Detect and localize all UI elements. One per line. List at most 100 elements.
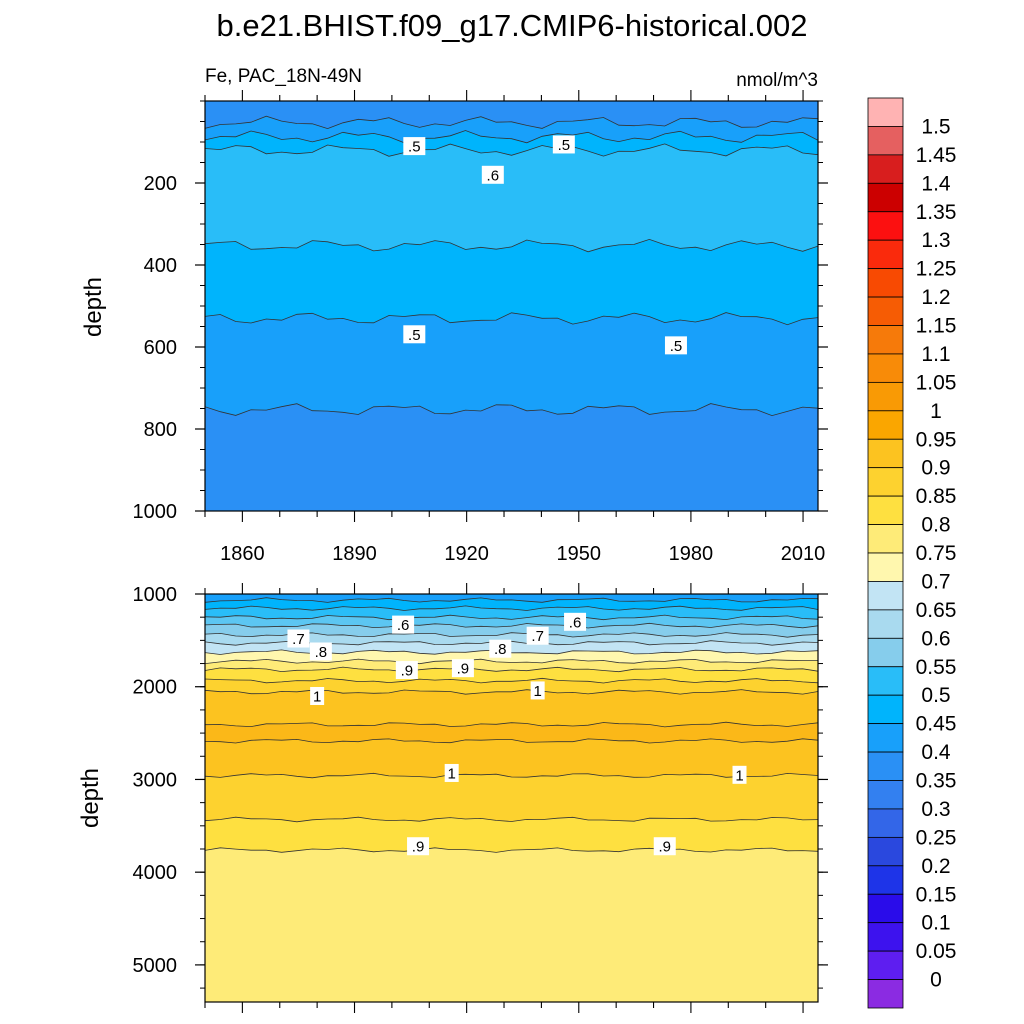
colorbar-box <box>867 268 904 298</box>
colorbar-box <box>867 609 904 639</box>
colorbar-box <box>867 780 904 810</box>
contour-line <box>205 721 818 728</box>
contour-label: .8 <box>489 639 512 658</box>
svg-text:.5: .5 <box>408 139 421 156</box>
svg-text:.9: .9 <box>658 839 671 856</box>
colorbar-box <box>867 581 904 611</box>
svg-text:.7: .7 <box>292 631 305 648</box>
contour-field: .5 .5 .6 .5 .5 <box>205 101 818 511</box>
colorbar-box <box>867 97 904 127</box>
y-tick-label: 1000 <box>133 584 178 606</box>
colorbar-label: 0.9 <box>921 457 950 480</box>
colorbar-label: 1.25 <box>916 258 957 281</box>
contour-line <box>205 143 818 157</box>
y-tick-label: 200 <box>144 173 177 195</box>
contour-line <box>205 614 818 621</box>
contour-label: 1 <box>530 681 545 700</box>
colorbar-label: 0.85 <box>916 485 957 508</box>
contour-label: .7 <box>526 626 549 645</box>
lower-plot-area: .6 .6 .7 .7 .8 .8 .9 .9 1 1 1 1 .9 .9 1000 2000 3000 4000… <box>133 583 828 1013</box>
contour-line <box>205 605 818 611</box>
colorbar-box <box>867 211 904 241</box>
y-tick-label: 1000 <box>133 501 178 523</box>
colorbar-label: 1.15 <box>916 315 957 338</box>
svg-text:.9: .9 <box>412 839 425 856</box>
chart-title: b.e21.BHIST.f09_g17.CMIP6-historical.002 <box>216 8 807 43</box>
contour-label: 1 <box>732 765 747 784</box>
colorbar-box <box>867 296 904 326</box>
contour-label: .5 <box>403 137 426 156</box>
colorbar-box <box>867 751 904 781</box>
y-tick-label: 2000 <box>133 677 178 699</box>
contour-label: .6 <box>481 165 504 184</box>
y-tick-label: 4000 <box>133 862 178 884</box>
colorbar-label: 0.25 <box>916 826 957 849</box>
colorbar-label: 1.35 <box>916 201 957 224</box>
contour-label: .5 <box>552 135 575 154</box>
colorbar-label: 0.5 <box>921 684 950 707</box>
contour-line <box>205 847 818 853</box>
colorbar-box <box>867 808 904 838</box>
colorbar-box <box>867 893 904 924</box>
contour-label: .8 <box>309 642 332 661</box>
colorbar-box <box>867 552 904 582</box>
contour-line <box>205 772 818 779</box>
contour-line <box>205 689 818 695</box>
colorbar-label: 0.65 <box>916 599 957 622</box>
upper-panel: Fe, PAC_18N-49N nmol/m^3 .5 .5 .6 .5 .5 200 40… <box>80 66 828 565</box>
contour-line <box>205 312 818 326</box>
colorbar-label: 0.05 <box>916 940 957 963</box>
colorbar-label: 0.6 <box>921 627 950 650</box>
colorbar-box <box>867 637 904 668</box>
contour-label: .9 <box>395 661 418 680</box>
variable-label: Fe, PAC_18N-49N <box>205 66 362 87</box>
colorbar-box <box>867 467 904 497</box>
x-tick-label: 1980 <box>669 543 714 565</box>
contour-line <box>205 649 818 655</box>
contour-label: 1 <box>310 687 325 706</box>
svg-text:.9: .9 <box>401 663 414 680</box>
colorbar-label: 1.05 <box>916 371 957 394</box>
svg-text:.5: .5 <box>670 338 683 355</box>
colorbar-label: 1.2 <box>921 286 950 309</box>
y-tick-label: 3000 <box>133 769 178 791</box>
colorbar-box <box>867 381 904 412</box>
contour-label: .9 <box>451 659 474 678</box>
y-tick-label: 800 <box>144 419 177 441</box>
contour-label: .5 <box>664 336 687 355</box>
contour-label: .6 <box>564 612 587 631</box>
svg-text:1: 1 <box>313 689 321 706</box>
contour-label: .7 <box>287 629 310 648</box>
contour-line <box>205 622 818 629</box>
colorbar-label: 1.3 <box>921 229 950 252</box>
colorbar-box <box>867 865 904 895</box>
colorbar-label: 0.7 <box>921 570 950 593</box>
contour-line <box>205 677 818 684</box>
colorbar-label: 0.95 <box>916 428 957 451</box>
svg-text:.6: .6 <box>397 617 410 634</box>
upper-plot-area: .5 .5 .6 .5 .5 200 400 600 800 1000 1860 1890 1920 19… <box>133 90 828 565</box>
svg-text:1: 1 <box>533 683 541 700</box>
upper-y-axis-label: depth <box>80 277 107 337</box>
colorbar-box <box>867 410 904 440</box>
svg-text:1: 1 <box>448 765 456 782</box>
contour-line <box>205 238 818 253</box>
colorbar-label: 0.15 <box>916 883 957 906</box>
units-label: nmol/m^3 <box>736 70 818 91</box>
colorbar-box <box>867 353 904 383</box>
y-tick-label: 5000 <box>133 955 178 977</box>
x-tick-label: 2010 <box>781 543 826 565</box>
colorbar-label: 0.2 <box>921 855 950 878</box>
contour-label: .5 <box>403 325 426 344</box>
contour-label: .6 <box>392 615 415 634</box>
contour-line <box>205 115 818 130</box>
y-tick-label: 400 <box>144 255 177 277</box>
colorbar-label: 1.4 <box>921 172 951 195</box>
colorbar-box <box>867 836 904 867</box>
contour-line <box>205 658 818 665</box>
colorbar-label: 0.45 <box>916 713 957 736</box>
contour-band <box>205 403 818 511</box>
contour-line <box>205 666 818 673</box>
colorbar-box <box>867 126 904 156</box>
colorbar-box <box>867 154 904 184</box>
